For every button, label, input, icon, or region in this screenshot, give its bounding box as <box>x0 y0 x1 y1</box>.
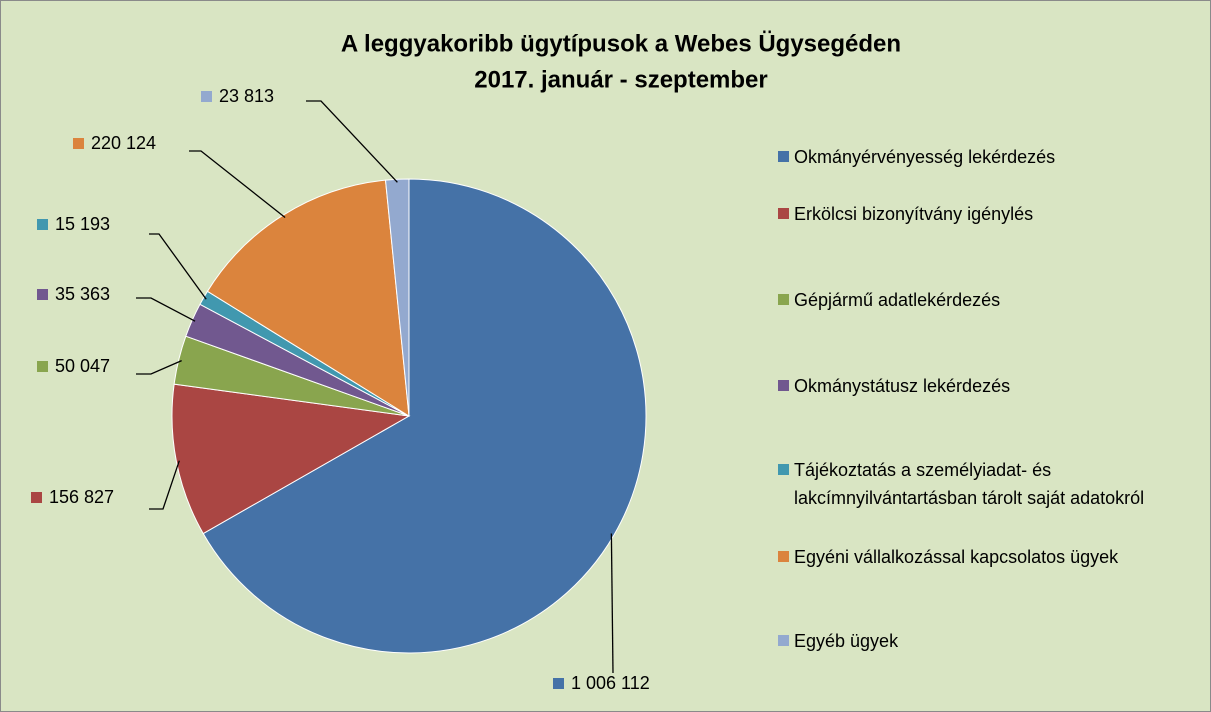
legend-swatch <box>778 208 789 219</box>
label-swatch <box>37 219 48 230</box>
legend-swatch <box>778 635 789 646</box>
legend-swatch <box>778 151 789 162</box>
legend-label: Egyéni vállalkozással kapcsolatos ügyek <box>794 547 1119 567</box>
label-swatch <box>73 138 84 149</box>
legend-swatch <box>778 464 789 475</box>
legend-label: Tájékoztatás a személyiadat- és lakcímny… <box>794 460 1145 508</box>
label-swatch <box>201 91 212 102</box>
data-label: 220 124 <box>91 133 156 153</box>
leader-line <box>149 460 180 510</box>
legend-label: Okmányérvényesség lekérdezés <box>794 147 1056 167</box>
label-swatch <box>553 678 564 689</box>
leader-line <box>136 297 196 322</box>
leader-line <box>189 150 286 219</box>
pie-slice <box>202 178 647 654</box>
label-swatch <box>31 492 42 503</box>
legend-label: Erkölcsi bizonyítvány igénylés <box>794 204 1034 224</box>
label-swatch <box>37 289 48 300</box>
chart-title: A leggyakoribb ügytípusok a Webes Ügyseg… <box>341 30 901 57</box>
legend-swatch <box>778 294 789 305</box>
legend-swatch <box>778 380 789 391</box>
legend-swatch <box>778 551 789 562</box>
leader-line <box>610 533 614 674</box>
data-label: 23 813 <box>219 86 274 106</box>
label-swatch <box>37 361 48 372</box>
data-label: 35 363 <box>55 284 110 304</box>
leader-line <box>306 100 398 183</box>
data-label: 50 047 <box>55 356 110 376</box>
data-label: 156 827 <box>49 487 114 507</box>
leader-line <box>149 233 207 300</box>
legend-label: Okmánystátusz lekérdezés <box>794 376 1011 396</box>
pie-slice <box>171 383 411 535</box>
chart-subtitle: 2017. január - szeptember <box>474 66 767 93</box>
pie-slice <box>206 179 410 417</box>
data-label: 15 193 <box>55 214 110 234</box>
legend-label: Gépjármű adatlekérdezés <box>794 290 1001 310</box>
pie-slice <box>384 178 410 417</box>
legend-label: Egyéb ügyek <box>794 631 899 651</box>
data-label: 1 006 112 <box>571 673 650 693</box>
leader-line <box>136 359 182 375</box>
